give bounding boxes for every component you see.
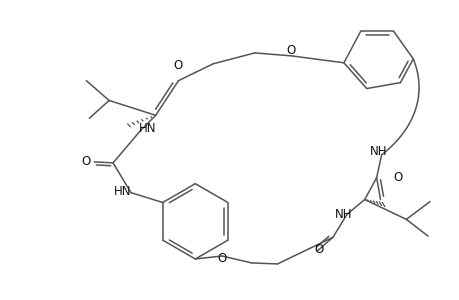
Text: O: O [286, 44, 296, 57]
Text: O: O [82, 155, 91, 168]
Text: NH: NH [369, 146, 386, 158]
Text: O: O [314, 243, 323, 256]
Text: O: O [393, 171, 402, 184]
Text: O: O [174, 59, 183, 72]
Text: HN: HN [114, 185, 131, 198]
Text: O: O [217, 253, 226, 266]
Text: NH: NH [335, 208, 352, 221]
Text: HN: HN [139, 122, 156, 135]
